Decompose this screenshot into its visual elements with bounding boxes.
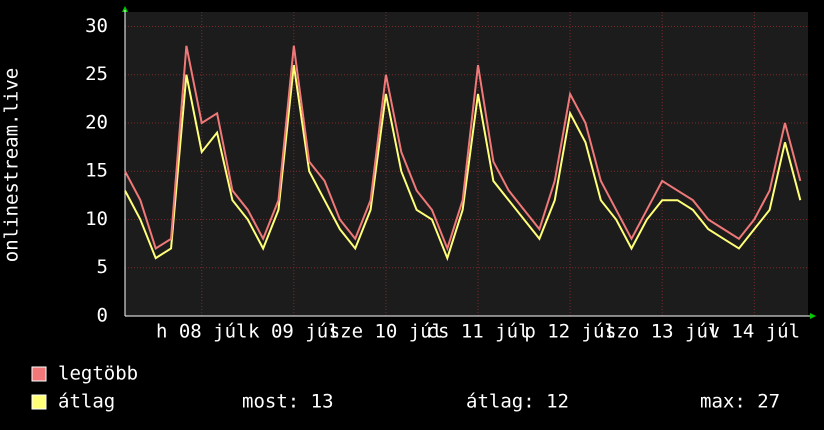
x-tick-label: h 08 júl <box>156 321 248 343</box>
stat: max: 27 <box>700 391 780 413</box>
stat: átlag: 12 <box>466 391 569 413</box>
y-tick-label: 10 <box>85 208 108 230</box>
series-line <box>124 64 802 262</box>
x-tick-label: cs 11 júl <box>427 321 530 343</box>
legend-swatch <box>31 366 47 382</box>
x-tick-label: sze 10 júl <box>329 321 443 343</box>
legend-label: legtöbb <box>58 363 138 385</box>
axis-arrow <box>122 6 128 12</box>
legend-swatch <box>31 394 47 410</box>
y-tick-label: 5 <box>97 256 108 278</box>
y-tick-label: 30 <box>85 15 108 37</box>
y-tick-label: 0 <box>97 305 108 327</box>
x-tick-label: szo 13 júl <box>605 321 719 343</box>
series-line <box>124 45 802 252</box>
y-tick-label: 15 <box>85 160 108 182</box>
y-tick-label: 20 <box>85 111 108 133</box>
y-axis-label: onlinestream.live <box>1 68 23 262</box>
x-tick-label: p 12 júl <box>524 321 616 343</box>
legend-label: átlag <box>58 391 115 413</box>
x-tick-label: v 14 júl <box>709 321 801 343</box>
stat: most: 13 <box>242 391 334 413</box>
y-tick-label: 25 <box>85 63 108 85</box>
x-tick-label: k 09 júl <box>248 321 340 343</box>
axis-arrow <box>810 313 816 319</box>
